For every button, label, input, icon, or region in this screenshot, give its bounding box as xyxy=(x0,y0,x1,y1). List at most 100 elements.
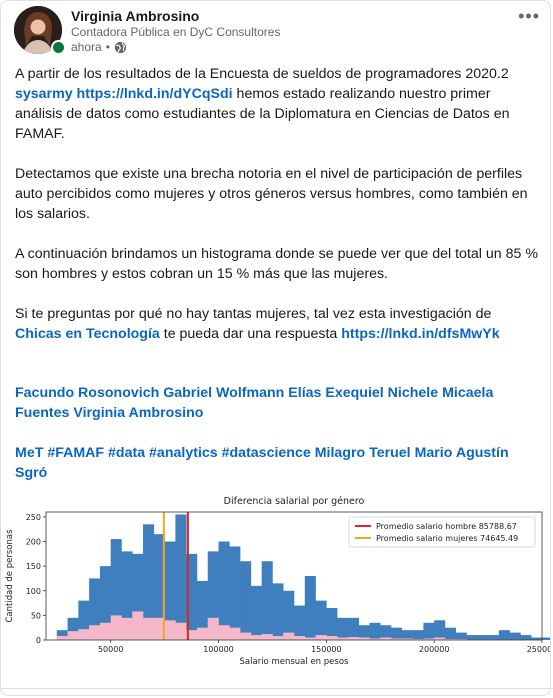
mention-0[interactable]: Facundo Rosonovich xyxy=(15,385,160,401)
avatar[interactable] xyxy=(14,6,62,54)
bar-hombres-45 xyxy=(542,637,553,640)
bar-mujeres-24 xyxy=(315,635,327,640)
bar-mujeres-23 xyxy=(304,637,316,640)
bar-hombres-16 xyxy=(229,546,241,640)
tag-0[interactable]: MeT xyxy=(15,445,44,461)
bar-hombres-38 xyxy=(466,635,478,640)
bar-hombres-30 xyxy=(380,625,392,640)
post-header: Virginia Ambrosino Contadora Pública en … xyxy=(14,6,544,56)
bar-mujeres-18 xyxy=(250,635,262,640)
link-investigation[interactable]: https://lnkd.in/dfsMwYk xyxy=(341,326,500,342)
legend-label-0: Promedio salario hombre 85788.67 xyxy=(376,522,517,531)
bar-hombres-1 xyxy=(67,617,79,640)
bar-hombres-37 xyxy=(455,632,467,640)
tag-5[interactable]: Milagro Teruel xyxy=(314,445,411,461)
bar-mujeres-12 xyxy=(186,630,198,640)
author-name[interactable]: Virginia Ambrosino xyxy=(71,8,200,24)
bar-hombres-12 xyxy=(186,553,198,640)
bar-mujeres-32 xyxy=(401,638,413,640)
online-status-icon xyxy=(51,40,66,55)
mention-chicas-en-tecnologia[interactable]: Chicas en Tecnología xyxy=(15,326,160,342)
paragraph-1: A partir de los resultados de la Encuest… xyxy=(15,64,540,144)
y-tick-label-100: 100 xyxy=(26,587,41,596)
bar-mujeres-29 xyxy=(369,638,381,640)
bar-mujeres-22 xyxy=(294,636,306,640)
paragraph-3: A continuación brindamos un histograma d… xyxy=(15,246,538,282)
bar-hombres-29 xyxy=(369,622,381,640)
footer-divider xyxy=(0,688,553,689)
bar-hombres-7 xyxy=(132,553,144,640)
paragraph-1-end: hemos estado realizando nuestro primer a… xyxy=(15,86,510,142)
bar-mujeres-27 xyxy=(347,637,359,640)
bar-mujeres-10 xyxy=(164,620,176,640)
mention-1[interactable]: Gabriel Wolfmann xyxy=(163,385,285,401)
mention-3[interactable]: Micaela Fuentes xyxy=(15,385,494,421)
y-tick-label-0: 0 xyxy=(36,636,41,645)
author-headline: Contadora Pública en DyC Consultores xyxy=(71,25,281,39)
bar-mujeres-0 xyxy=(56,636,68,640)
bar-hombres-39 xyxy=(477,635,489,640)
bar-hombres-36 xyxy=(444,627,457,640)
bar-hombres-6 xyxy=(121,551,133,640)
tag-6[interactable]: Mario Agustín Sgró xyxy=(15,445,509,481)
bar-hombres-21 xyxy=(283,590,295,640)
bar-mujeres-16 xyxy=(229,627,241,640)
bar-hombres-17 xyxy=(240,561,252,640)
bar-mujeres-2 xyxy=(78,629,90,640)
bar-hombres-20 xyxy=(272,583,284,640)
paragraph-2: Detectamos que existe una brecha notoria… xyxy=(15,166,528,222)
tag-4[interactable]: #datascience xyxy=(221,445,311,461)
bar-mujeres-31 xyxy=(391,638,403,640)
bar-mujeres-26 xyxy=(337,637,349,640)
y-tick-label-200: 200 xyxy=(26,538,41,547)
mention-4[interactable]: Virginia Ambrosino xyxy=(73,405,204,421)
y-axis-label: Cantidad de personas xyxy=(5,529,15,623)
bar-hombres-19 xyxy=(261,561,273,640)
bar-mujeres-1 xyxy=(67,631,79,640)
bar-hombres-18 xyxy=(250,585,262,640)
x-tick-label-200000: 200000 xyxy=(419,645,450,654)
plot-frame xyxy=(45,511,543,641)
bar-hombres-24 xyxy=(315,600,327,640)
bar-mujeres-3 xyxy=(89,625,101,640)
tag-3[interactable]: #analytics xyxy=(149,445,218,461)
bar-mujeres-7 xyxy=(132,611,144,640)
mention-sysarmy[interactable]: sysarmy xyxy=(15,86,73,102)
bar-mujeres-20 xyxy=(272,636,284,640)
x-tick-label-100000: 100000 xyxy=(203,645,234,654)
paragraph-4-text: Si te preguntas por qué no hay tantas mu… xyxy=(15,306,492,322)
bar-mujeres-8 xyxy=(143,617,155,640)
globe-icon xyxy=(114,41,127,53)
meta-separator: • xyxy=(105,40,110,54)
hashtags-list: MeT #FAMAF #data #analytics #datascience… xyxy=(15,443,540,483)
x-tick-label-50000: 50000 xyxy=(98,645,123,654)
bar-mujeres-21 xyxy=(283,632,295,640)
post-meta: ahora • xyxy=(71,40,127,54)
link-survey[interactable]: https://lnkd.in/dYCqSdi xyxy=(76,86,233,102)
tag-2[interactable]: #data xyxy=(108,445,146,461)
bar-hombres-2 xyxy=(78,600,90,640)
bar-hombres-28 xyxy=(358,625,370,640)
more-options-icon[interactable]: ••• xyxy=(518,6,540,26)
bar-hombres-23 xyxy=(304,576,316,640)
bar-mujeres-17 xyxy=(240,632,252,640)
bar-mujeres-35 xyxy=(434,637,446,640)
tag-1[interactable]: #FAMAF xyxy=(47,445,105,461)
bar-hombres-14 xyxy=(207,551,219,640)
bar-mujeres-28 xyxy=(358,637,370,640)
mention-2[interactable]: Elías Exequiel Nichele xyxy=(288,385,439,401)
chart-svg: Diferencia salarial por género 0 50 100 150 2… xyxy=(5,496,553,667)
bar-hombres-15 xyxy=(218,541,230,640)
histogram-chart: Diferencia salarial por género 0 50 100 150 2… xyxy=(2,490,553,670)
legend-label-1: Promedio salario mujeres 74645.49 xyxy=(376,534,518,543)
bar-mujeres-19 xyxy=(261,634,273,640)
bar-hombres-4 xyxy=(99,566,111,640)
paragraph-1-text: A partir de los resultados de la Encuest… xyxy=(15,66,509,82)
mentions-list: Facundo Rosonovich Gabriel Wolfmann Elía… xyxy=(15,383,540,423)
bar-mujeres-14 xyxy=(207,617,219,640)
bar-hombres-13 xyxy=(196,580,209,640)
bar-mujeres-9 xyxy=(153,617,165,640)
bar-hombres-31 xyxy=(391,627,403,640)
bar-mujeres-33 xyxy=(412,639,424,640)
